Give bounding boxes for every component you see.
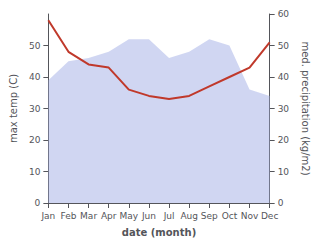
svg-text:Aug: Aug (180, 211, 198, 221)
svg-text:Dec: Dec (261, 211, 278, 221)
svg-text:Feb: Feb (61, 211, 77, 221)
svg-text:date (month): date (month) (122, 227, 196, 238)
svg-text:Apr: Apr (101, 211, 117, 221)
svg-text:med. precipitation (kg/m2): med. precipitation (kg/m2) (300, 41, 311, 175)
svg-text:Oct: Oct (222, 211, 238, 221)
svg-text:30: 30 (278, 104, 290, 114)
svg-text:Sep: Sep (201, 211, 218, 221)
svg-text:10: 10 (29, 167, 41, 177)
svg-text:20: 20 (29, 135, 41, 145)
svg-text:10: 10 (278, 167, 290, 177)
svg-text:0: 0 (278, 198, 284, 208)
svg-text:50: 50 (29, 41, 41, 51)
svg-text:60: 60 (278, 9, 290, 19)
svg-text:50: 50 (278, 41, 290, 51)
svg-text:40: 40 (29, 72, 41, 82)
svg-text:max temp (C): max temp (C) (8, 74, 19, 143)
svg-text:Nov: Nov (241, 211, 259, 221)
svg-text:Jan: Jan (40, 211, 55, 221)
svg-text:20: 20 (278, 135, 290, 145)
svg-text:0: 0 (35, 198, 41, 208)
svg-text:Mar: Mar (80, 211, 97, 221)
svg-text:40: 40 (278, 72, 290, 82)
svg-text:Jul: Jul (163, 211, 175, 221)
svg-text:May: May (120, 211, 139, 221)
svg-text:30: 30 (29, 104, 41, 114)
svg-text:Jun: Jun (141, 211, 156, 221)
